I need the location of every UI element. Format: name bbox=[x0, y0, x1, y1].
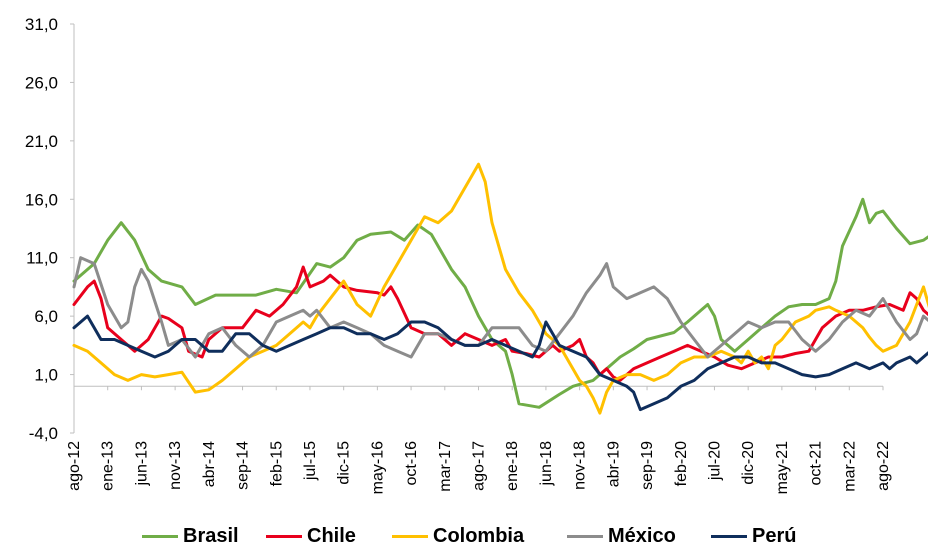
x-tick-label: may-16 bbox=[369, 441, 386, 494]
chart-legend: Brasil Chile Colombia México Perú bbox=[0, 521, 928, 551]
legend-swatch-brasil bbox=[142, 534, 178, 538]
legend-item-chile[interactable]: Chile bbox=[266, 521, 356, 551]
legend-swatch-mexico bbox=[567, 534, 603, 538]
x-tick-label: sep-14 bbox=[235, 441, 252, 490]
x-tick-label: jul-20 bbox=[706, 441, 723, 481]
x-tick-label: ene-18 bbox=[504, 441, 521, 491]
legend-item-peru[interactable]: Perú bbox=[711, 521, 796, 551]
x-tick-label: dic-15 bbox=[336, 441, 353, 485]
x-tick-label: may-21 bbox=[774, 441, 791, 494]
x-tick-label: ago-22 bbox=[875, 441, 892, 491]
legend-swatch-peru bbox=[711, 534, 747, 538]
x-tick-label: mar-22 bbox=[841, 441, 858, 492]
x-tick-label: nov-13 bbox=[167, 441, 184, 490]
series-line-mexico bbox=[72, 256, 928, 359]
x-tick-label: abr-14 bbox=[201, 441, 218, 487]
series-line-peru bbox=[72, 314, 928, 412]
x-tick-label: jun-18 bbox=[538, 441, 555, 487]
x-tick-label: oct-16 bbox=[403, 441, 420, 486]
x-tick-label: dic-20 bbox=[740, 441, 757, 485]
x-tick-label: sep-19 bbox=[639, 441, 656, 490]
x-axis: ago-12 ene-13 jun-13 nov-13 abr-14 sep-14 feb-… bbox=[66, 385, 892, 494]
y-tick-label: 26,0 bbox=[25, 73, 58, 92]
y-tick-label: 1,0 bbox=[34, 366, 58, 385]
legend-label-chile: Chile bbox=[307, 524, 356, 547]
legend-label-mexico: México bbox=[608, 524, 676, 547]
y-tick-label: -4,0 bbox=[29, 424, 58, 443]
legend-swatch-colombia bbox=[392, 534, 428, 538]
legend-label-colombia: Colombia bbox=[433, 524, 525, 547]
x-tick-label: oct-21 bbox=[808, 441, 825, 486]
x-tick-label: ene-13 bbox=[100, 441, 117, 491]
legend-item-brasil[interactable]: Brasil bbox=[142, 521, 239, 551]
x-tick-label: nov-18 bbox=[572, 441, 589, 490]
legend-label-brasil: Brasil bbox=[183, 524, 239, 547]
y-tick-label: 11,0 bbox=[26, 249, 58, 268]
x-tick-label: feb-20 bbox=[673, 441, 690, 486]
series-lines bbox=[72, 162, 928, 415]
legend-item-colombia[interactable]: Colombia bbox=[392, 521, 524, 551]
x-tick-label: jun-13 bbox=[133, 441, 150, 487]
x-tick-label: mar-17 bbox=[437, 441, 454, 492]
x-tick-label: ago-17 bbox=[471, 441, 488, 491]
series-line-brasil bbox=[72, 197, 928, 409]
x-tick-label: abr-19 bbox=[605, 441, 622, 487]
x-tick-label: feb-15 bbox=[268, 441, 285, 486]
y-tick-label: 31,0 bbox=[25, 15, 58, 34]
series-line-colombia bbox=[72, 162, 928, 415]
x-tick-label: jul-15 bbox=[302, 441, 319, 481]
y-axis: 31,0 26,0 21,0 16,0 11,0 6,0 1,0 -4,0 bbox=[25, 15, 75, 443]
legend-label-peru: Perú bbox=[752, 524, 797, 547]
y-tick-label: 6,0 bbox=[34, 307, 58, 326]
legend-swatch-chile bbox=[266, 534, 302, 538]
legend-item-mexico[interactable]: México bbox=[567, 521, 676, 551]
y-tick-label: 16,0 bbox=[25, 190, 58, 209]
x-tick-label: ago-12 bbox=[66, 441, 83, 491]
y-tick-label: 21,0 bbox=[25, 132, 58, 151]
